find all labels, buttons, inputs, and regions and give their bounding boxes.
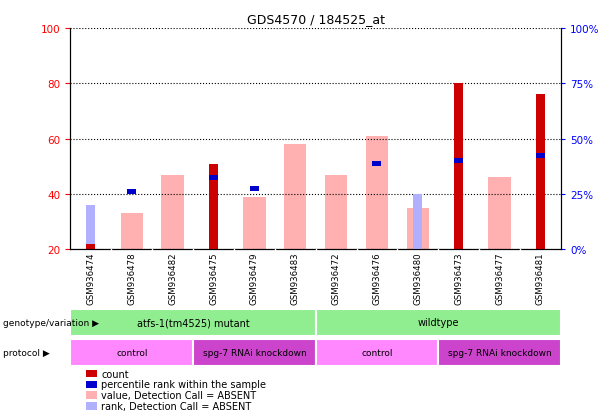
Text: GSM936476: GSM936476 bbox=[373, 252, 381, 304]
Text: atfs-1(tm4525) mutant: atfs-1(tm4525) mutant bbox=[137, 318, 249, 328]
Bar bbox=[70, 309, 316, 336]
Text: value, Detection Call = ABSENT: value, Detection Call = ABSENT bbox=[101, 390, 256, 400]
Text: protocol ▶: protocol ▶ bbox=[3, 348, 50, 357]
Bar bbox=[86, 206, 96, 250]
Text: GSM936477: GSM936477 bbox=[495, 252, 504, 304]
Bar bbox=[316, 309, 561, 336]
Title: GDS4570 / 184525_at: GDS4570 / 184525_at bbox=[246, 13, 385, 26]
Bar bbox=[70, 339, 193, 366]
Text: GSM936478: GSM936478 bbox=[128, 252, 136, 304]
Bar bbox=[406, 209, 429, 250]
Text: GSM936479: GSM936479 bbox=[250, 252, 259, 304]
Bar bbox=[209, 176, 218, 180]
Bar bbox=[536, 154, 545, 159]
Bar bbox=[86, 244, 96, 250]
Bar bbox=[438, 339, 561, 366]
Text: rank, Detection Call = ABSENT: rank, Detection Call = ABSENT bbox=[101, 401, 251, 411]
Bar bbox=[284, 145, 306, 250]
Bar bbox=[250, 187, 259, 192]
Bar bbox=[209, 164, 218, 250]
Text: GSM936480: GSM936480 bbox=[413, 252, 422, 304]
Text: GSM936475: GSM936475 bbox=[209, 252, 218, 304]
Bar bbox=[536, 95, 545, 250]
Text: count: count bbox=[101, 369, 129, 379]
Text: spg-7 RNAi knockdown: spg-7 RNAi knockdown bbox=[202, 348, 306, 357]
Text: spg-7 RNAi knockdown: spg-7 RNAi knockdown bbox=[447, 348, 552, 357]
Bar bbox=[243, 197, 265, 250]
Bar bbox=[316, 339, 438, 366]
Bar bbox=[325, 175, 348, 250]
Bar bbox=[128, 190, 136, 195]
Text: GSM936474: GSM936474 bbox=[86, 252, 96, 304]
Bar bbox=[373, 162, 381, 167]
Bar bbox=[161, 175, 184, 250]
Text: GSM936472: GSM936472 bbox=[332, 252, 341, 304]
Text: GSM936483: GSM936483 bbox=[291, 252, 300, 304]
Bar bbox=[413, 195, 422, 250]
Bar bbox=[366, 137, 388, 250]
Bar bbox=[193, 339, 316, 366]
Bar bbox=[454, 84, 463, 250]
Text: control: control bbox=[116, 348, 148, 357]
Text: GSM936482: GSM936482 bbox=[168, 252, 177, 304]
Text: wildtype: wildtype bbox=[417, 318, 459, 328]
Bar bbox=[489, 178, 511, 250]
Text: control: control bbox=[361, 348, 393, 357]
Text: genotype/variation ▶: genotype/variation ▶ bbox=[3, 318, 99, 327]
Text: percentile rank within the sample: percentile rank within the sample bbox=[101, 380, 266, 389]
Bar bbox=[454, 159, 463, 164]
Bar bbox=[121, 214, 143, 250]
Text: GSM936481: GSM936481 bbox=[536, 252, 545, 304]
Text: GSM936473: GSM936473 bbox=[454, 252, 463, 304]
